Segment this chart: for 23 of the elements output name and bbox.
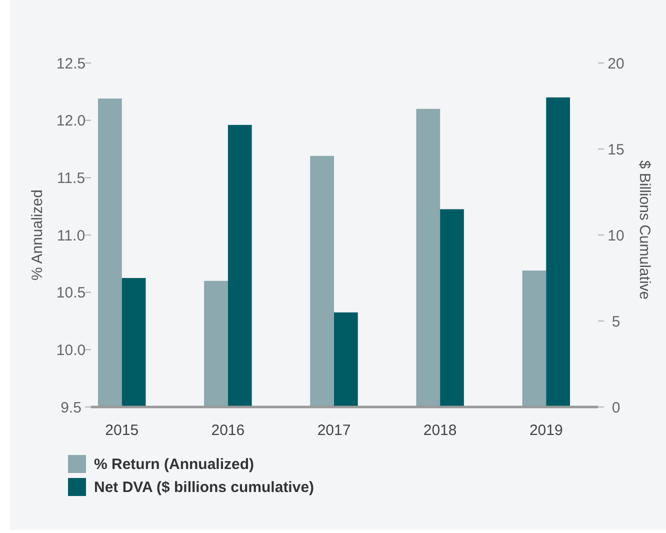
x-tick-label: 2017	[317, 422, 351, 439]
x-tick-label: 2019	[529, 422, 563, 439]
y-tick-label: 10.5	[56, 284, 86, 302]
y2-tick-label: 10	[608, 227, 624, 244]
bar	[546, 97, 570, 407]
legend-label: % Return (Annualized)	[94, 456, 254, 473]
y-tick-label: 12.5	[56, 55, 86, 72]
y2-tick-label: 5	[612, 313, 620, 330]
y-tick-label: 10.0	[56, 342, 86, 359]
y2-tick-label: 0	[612, 399, 620, 416]
y2-tick-label: 15	[608, 141, 624, 158]
x-tick-label: 2015	[105, 422, 139, 439]
y-tick-label: 11.0	[56, 227, 86, 244]
x-tick-label: 2018	[423, 422, 457, 439]
legend-label: Net DVA ($ billions cumulative)	[94, 479, 314, 496]
y-tick-label: 12.0	[56, 112, 86, 130]
bar	[228, 124, 252, 407]
y2-tick-label: 20	[608, 55, 624, 72]
y-tick-label: 11.5	[56, 170, 86, 187]
y2-axis-title: $ Billions Cumulative	[636, 160, 653, 300]
y-axis-title: % Annualized	[29, 190, 46, 280]
x-tick-label: 2016	[211, 422, 245, 439]
y-tick-label: 9.5	[60, 399, 82, 416]
